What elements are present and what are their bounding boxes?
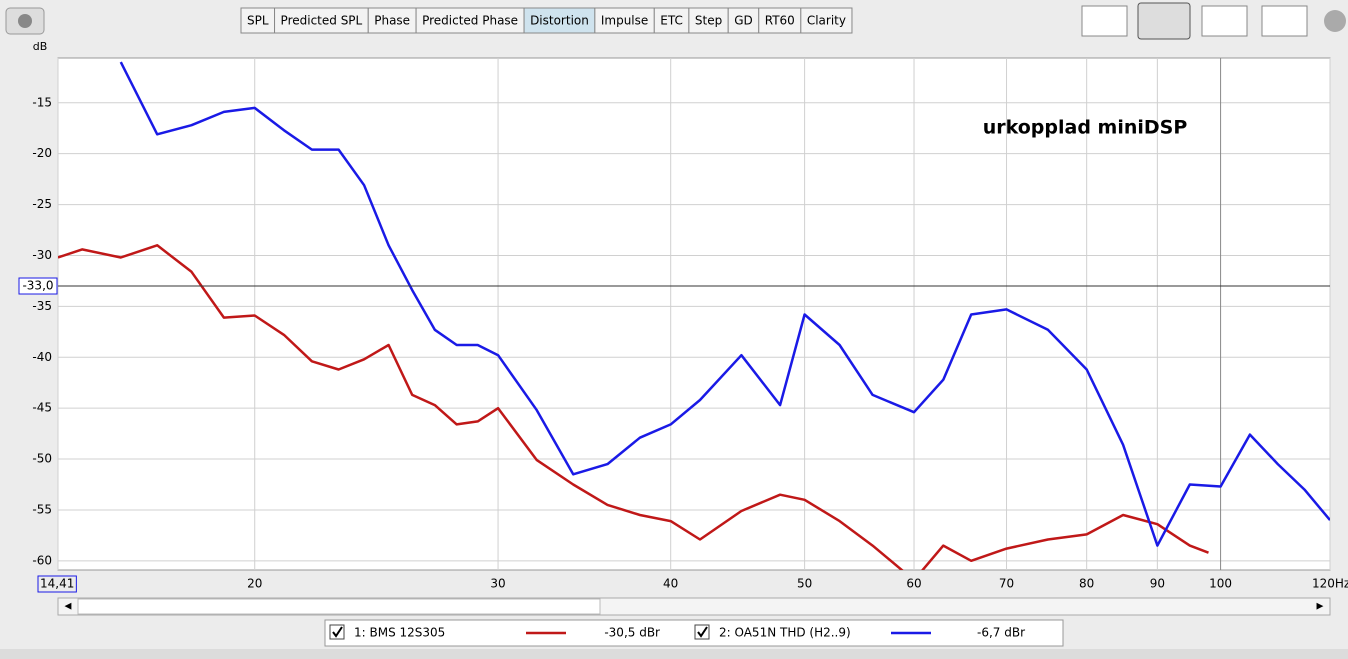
camera-icon — [18, 14, 32, 28]
y-tick-label: -60 — [32, 553, 52, 567]
tab[interactable] — [523, 7, 596, 34]
settings-button[interactable] — [1324, 10, 1346, 32]
y-tick-label: -50 — [32, 452, 52, 466]
x-tick-label: 20 — [247, 577, 262, 591]
y-tick-label: -30 — [32, 248, 52, 262]
y-tick-label: -35 — [32, 299, 52, 313]
plot-lines — [58, 61, 1330, 570]
x-tick-label: 60 — [906, 577, 921, 591]
tab[interactable] — [240, 7, 276, 34]
x-tick-label: 14,41 — [40, 577, 74, 591]
legend-entries: 1: BMS 12S305 -30,5 dBr 2: OA51N THD (H2..… — [329, 624, 1025, 640]
legend-value: -6,7 dBr — [977, 626, 1025, 640]
tab-label: Predicted SPL — [281, 14, 363, 28]
y-tick-label: -25 — [32, 197, 52, 211]
y-tick-label: -55 — [32, 502, 52, 516]
tab[interactable] — [758, 7, 802, 34]
tab-label: ETC — [660, 14, 683, 28]
tab-label: Distortion — [530, 14, 589, 28]
tab-label: Predicted Phase — [422, 14, 518, 28]
scroll-right[interactable]: ▶ — [1317, 602, 1324, 612]
legend-check — [332, 626, 343, 638]
view-button[interactable] — [1261, 5, 1308, 37]
axes: -15 -20 -25 -30 -35 -40 -45 -50 -55 -60 14,41 20 30 4… — [18, 95, 1348, 593]
tab-label: Clarity — [807, 14, 846, 28]
tab[interactable] — [688, 7, 729, 34]
tab[interactable] — [653, 7, 690, 34]
legend-check — [697, 626, 708, 638]
series-line — [119, 61, 1330, 547]
x-start-box — [37, 575, 77, 593]
y-tick-label: -40 — [32, 350, 52, 364]
tab-label: GD — [734, 14, 753, 28]
tab[interactable] — [800, 7, 853, 34]
status-bar — [0, 649, 1348, 659]
tab-label: SPL — [247, 14, 269, 28]
grid — [57, 58, 1331, 570]
legend-label: 1: BMS 12S305 — [354, 626, 445, 640]
view-button[interactable] — [1081, 5, 1128, 37]
x-tick-label: 80 — [1079, 577, 1094, 591]
cursor-box — [18, 277, 58, 295]
x-tick-label: 40 — [663, 577, 678, 591]
x-tick-label: 70 — [999, 577, 1014, 591]
tab-bar: SPL Predicted SPL Phase Predicted Phase Dist… — [240, 7, 853, 34]
view-button[interactable] — [1201, 5, 1248, 37]
series-line — [58, 244, 1209, 570]
y-axis-label: dB — [33, 40, 48, 53]
legend — [324, 619, 1064, 647]
tab-label: Impulse — [601, 14, 648, 28]
cursor-label: -33,0 — [22, 279, 53, 293]
tab-label: RT60 — [765, 14, 795, 28]
annotation: urkopplad miniDSP — [983, 117, 1188, 139]
tab[interactable] — [594, 7, 655, 34]
legend-label: 2: OA51N THD (H2..9) — [719, 626, 851, 640]
y-tick-label: -45 — [32, 401, 52, 415]
legend-value: -30,5 dBr — [604, 626, 660, 640]
x-tick-label: 90 — [1150, 577, 1165, 591]
view-button[interactable] — [1137, 2, 1191, 40]
tab[interactable] — [727, 7, 760, 34]
tab-label: Step — [695, 14, 722, 28]
scroll-left[interactable]: ◀ — [65, 602, 72, 612]
plot-area — [57, 57, 1331, 571]
y-tick-label: -15 — [32, 95, 52, 109]
tab-label: Phase — [374, 14, 410, 28]
y-tick-label: -20 — [32, 146, 52, 160]
scrollbar-thumb[interactable] — [77, 598, 601, 615]
x-tick-label: 120Hz — [1312, 577, 1348, 591]
x-tick-label: 100 — [1209, 577, 1232, 591]
x-tick-label: 30 — [490, 577, 505, 591]
tab[interactable] — [415, 7, 525, 34]
x-tick-label: 50 — [797, 577, 812, 591]
